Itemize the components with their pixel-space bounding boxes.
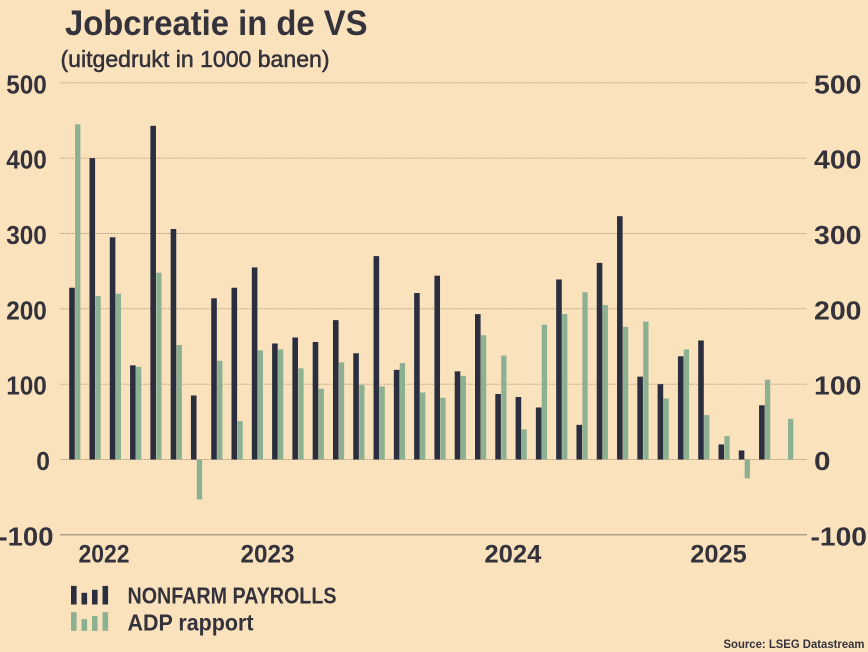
svg-text:100: 100 [6, 371, 47, 401]
svg-text:500: 500 [6, 69, 47, 99]
svg-text:300: 300 [814, 220, 862, 250]
svg-text:400: 400 [814, 145, 862, 175]
svg-text:ADP rapport: ADP rapport [128, 609, 254, 635]
svg-text:-100: -100 [811, 521, 868, 551]
svg-text:400: 400 [6, 145, 47, 175]
svg-text:100: 100 [814, 371, 862, 401]
svg-text:500: 500 [814, 69, 862, 99]
svg-text:0: 0 [814, 446, 831, 476]
svg-text:-100: -100 [0, 521, 54, 551]
svg-text:2025: 2025 [690, 541, 747, 569]
svg-text:2022: 2022 [79, 541, 130, 569]
svg-text:NONFARM PAYROLLS: NONFARM PAYROLLS [128, 583, 337, 609]
svg-text:Source: LSEG Datastream: Source: LSEG Datastream [724, 637, 865, 651]
svg-text:0: 0 [36, 446, 50, 476]
svg-text:2024: 2024 [484, 541, 541, 569]
svg-text:2023: 2023 [241, 541, 295, 569]
svg-text:300: 300 [6, 220, 47, 250]
svg-text:200: 200 [814, 295, 862, 325]
svg-text:200: 200 [6, 295, 47, 325]
svg-text:Jobcreatie in de VS: Jobcreatie in de VS [65, 3, 368, 43]
svg-text:(uitgedrukt in 1000 banen): (uitgedrukt in 1000 banen) [61, 46, 330, 72]
